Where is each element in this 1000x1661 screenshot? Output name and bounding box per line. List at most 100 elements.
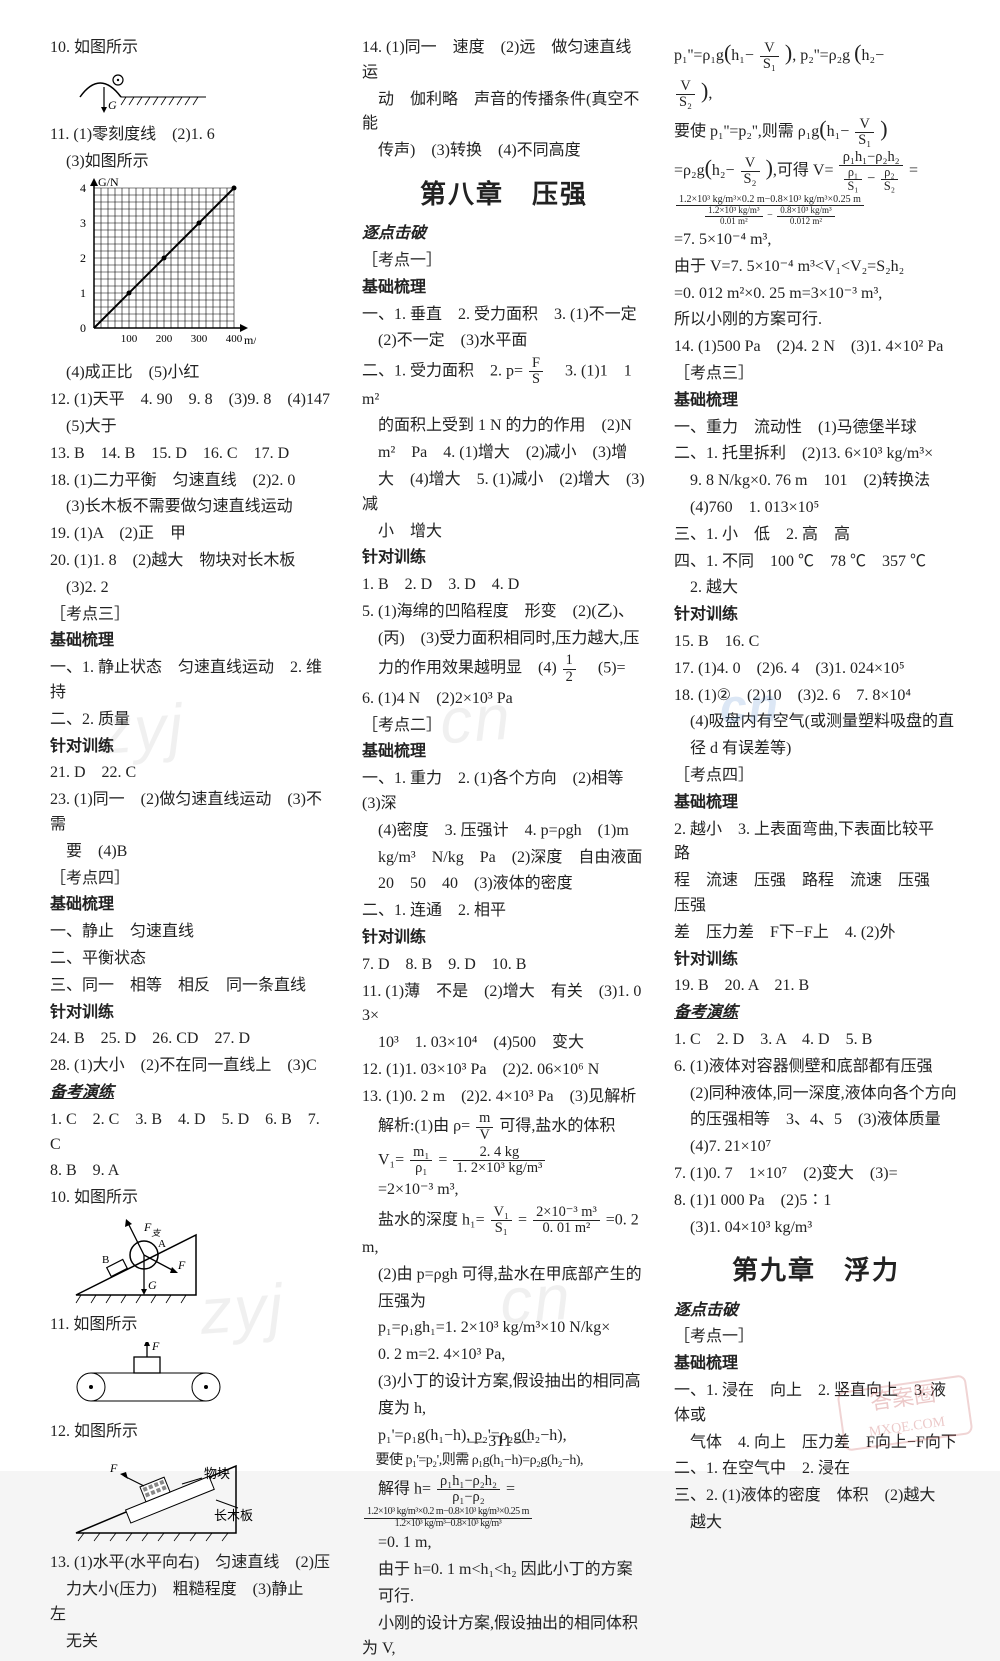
subhead-basic: 基础梳理 bbox=[674, 389, 958, 414]
answer-line: 8. B 9. A bbox=[50, 1159, 334, 1184]
solution-line: =0. 1 m, bbox=[362, 1531, 646, 1556]
answer-line: 1. C 2. C 3. B 4. D 5. D 6. B 7. C bbox=[50, 1108, 334, 1158]
answer-line: 二、1. 受力面积 2. p= FS 3. (1)1 1 m² bbox=[362, 356, 646, 412]
svg-text:200: 200 bbox=[156, 333, 173, 345]
answer-line: (2)同种液体,同一深度,液体向各个方向 bbox=[674, 1082, 958, 1107]
diagram-spring: G bbox=[66, 65, 206, 115]
answer-line: 17. (1)4. 0 (2)6. 4 (3)1. 024×10⁵ bbox=[674, 657, 958, 682]
answer-line: 一、1. 垂直 2. 受力面积 3. (1)不一定 bbox=[362, 303, 646, 328]
answer-line: 7. (1)0. 7 1×10⁷ (2)变大 (3)= bbox=[674, 1162, 958, 1187]
solution-line: 压强为 bbox=[362, 1290, 646, 1315]
answer-line: 力的作用效果越明显 (4) 12 (5)= bbox=[362, 653, 646, 684]
solution-line: 可行. bbox=[362, 1585, 646, 1610]
subhead-basic: 基础梳理 bbox=[362, 740, 646, 765]
subhead-exam: 备考演练 bbox=[50, 1081, 334, 1106]
subhead-basic: 基础梳理 bbox=[362, 276, 646, 301]
svg-text:F: F bbox=[151, 1342, 160, 1353]
solution-line: 0. 2 m=2. 4×10³ Pa, bbox=[362, 1343, 646, 1368]
solution-line: 1.2×10³ kg/m³×0.2 m−0.8×10³ kg/m³×0.25 m… bbox=[674, 195, 958, 226]
answer-line: 1. C 2. D 3. A 4. D 5. B bbox=[674, 1028, 958, 1053]
answer-line: 15. B 16. C bbox=[674, 630, 958, 655]
answer-line: (2)不一定 (3)水平面 bbox=[362, 329, 646, 354]
answer-line: 差 压力差 F下−F上 4. (2)外 bbox=[674, 921, 958, 946]
answer-line: 大 (4)增大 5. (1)减小 (2)增大 (3)减 bbox=[362, 468, 646, 518]
solution-line: 所以小刚的方案可行. bbox=[674, 308, 958, 333]
answer-line: 6. (1)液体对容器侧壁和底部都有压强 bbox=[674, 1055, 958, 1080]
chapter-title: 第九章 浮力 bbox=[674, 1250, 958, 1290]
solution-line: =ρ₂g(h₂− VS₂ ),可得 V= ρ₁h₁−ρ₂h₂ ρ₁S₁ − ρ₂… bbox=[674, 150, 958, 193]
answer-line: m² Pa 4. (1)增大 (2)减小 (3)增 bbox=[362, 441, 646, 466]
answer-line: 5. (1)海绵的凹陷程度 形变 (2)(乙)、 bbox=[362, 600, 646, 625]
answer-line: 一、1. 重力 2. (1)各个方向 (2)相等 (3)深 bbox=[362, 767, 646, 817]
solution-line: =2×10⁻³ m³, bbox=[362, 1178, 646, 1203]
exam-point: ［考点三］ bbox=[674, 362, 958, 387]
solution-line: 解析:(1)由 ρ= mV 可得,盐水的体积 bbox=[362, 1111, 646, 1142]
svg-text:G/N: G/N bbox=[98, 178, 119, 189]
answer-line: 二、平衡状态 bbox=[50, 947, 334, 972]
subhead-practice: 针对训练 bbox=[362, 546, 646, 571]
solution-line: p₁''=ρ₁g(h₁− VS₁ ), p₂''=ρ₂g (h₂− bbox=[674, 36, 958, 72]
solution-line: (3)小丁的设计方案,假设抽出的相同高 bbox=[362, 1370, 646, 1395]
exam-point: ［考点二］ bbox=[362, 714, 646, 739]
column-2: 14. (1)同一 速度 (2)远 做匀速直线运 动 伽利略 声音的传播条件(真… bbox=[362, 36, 646, 1447]
svg-text:F: F bbox=[177, 1258, 186, 1272]
answer-line: 三、1. 小 低 2. 高 高 bbox=[674, 523, 958, 548]
answer-line: 三、同一 相等 相反 同一条直线 bbox=[50, 974, 334, 999]
column-1: 10. 如图所示 G 11. (1)零刻度线 (2)1. 6 (3)如图所示 bbox=[50, 36, 334, 1447]
solution-line: 由于 h=0. 1 m<h₁<h₂ 因此小丁的方案 bbox=[362, 1558, 646, 1583]
svg-text:0: 0 bbox=[80, 321, 86, 335]
answer-line: 12. (1)天平 4. 90 9. 8 (3)9. 8 (4)147 bbox=[50, 388, 334, 413]
answer-line: 11. (1)零刻度线 (2)1. 6 bbox=[50, 123, 334, 148]
answer-line: 径 d 有误差等) bbox=[674, 737, 958, 762]
solution-line: =0. 012 m²×0. 25 m=3×10⁻³ m³, bbox=[674, 282, 958, 307]
answer-line: 2. 越大 bbox=[674, 576, 958, 601]
answer-line: (4)吸盘内有空气(或测量塑料吸盘的直 bbox=[674, 710, 958, 735]
exam-point: ［考点三］ bbox=[50, 603, 334, 628]
answer-line: 程 流速 压强 路程 流速 压强 压强 bbox=[674, 869, 958, 919]
answer-line: 20. (1)1. 8 (2)越大 物块对长木板 bbox=[50, 549, 334, 574]
answer-line: 无关 bbox=[50, 1630, 334, 1655]
answer-line: 12. (1)1. 03×10³ Pa (2)2. 06×10⁶ N bbox=[362, 1058, 646, 1083]
answer-line: 13. B 14. B 15. D 16. C 17. D bbox=[50, 442, 334, 467]
answer-line: 21. D 22. C bbox=[50, 761, 334, 786]
answer-line: 24. B 25. D 26. CD 27. D bbox=[50, 1027, 334, 1052]
answer-line: 11. (1)薄 不是 (2)增大 有关 (3)1. 03× bbox=[362, 980, 646, 1030]
answer-line: (3)2. 2 bbox=[50, 576, 334, 601]
answer-line: 20 50 40 (3)液体的密度 bbox=[362, 872, 646, 897]
answer-line: 10. 如图所示 bbox=[50, 36, 334, 61]
svg-text:300: 300 bbox=[191, 333, 208, 345]
answer-line: (3)长木板不需要做匀速直线运动 bbox=[50, 495, 334, 520]
solution-line: 小刚的设计方案,假设抽出的相同体积为 V, bbox=[362, 1612, 646, 1661]
subhead-practice: 针对训练 bbox=[50, 735, 334, 760]
page-root: 10. 如图所示 G 11. (1)零刻度线 (2)1. 6 (3)如图所示 bbox=[0, 0, 1000, 1471]
exam-point: ［考点一］ bbox=[674, 1325, 958, 1350]
svg-text:物块: 物块 bbox=[204, 1466, 230, 1481]
subhead-practice: 针对训练 bbox=[674, 948, 958, 973]
answer-line: 18. (1)② (2)10 (3)2. 6 7. 8×10⁴ bbox=[674, 684, 958, 709]
subhead-break: 逐点击破 bbox=[362, 222, 646, 247]
answer-line: 13. (1)水平(水平向右) 匀速直线 (2)压 bbox=[50, 1551, 334, 1576]
answer-line: 11. 如图所示 bbox=[50, 1313, 334, 1338]
solution-line: 1.2×10³ kg/m³×0.2 m−0.8×10³ kg/m³×0.25 m… bbox=[362, 1507, 646, 1529]
subhead-basic: 基础梳理 bbox=[674, 1352, 958, 1377]
answer-line: 四、1. 不同 100 ℃ 78 ℃ 357 ℃ bbox=[674, 550, 958, 575]
answer-line: 8. (1)1 000 Pa (2)5∶1 bbox=[674, 1189, 958, 1214]
answer-line: 9. 8 N/kg×0. 76 m 101 (2)转换法 bbox=[674, 469, 958, 494]
svg-text:G: G bbox=[148, 1278, 157, 1292]
solution-line: (2)由 p=ρgh 可得,盐水在甲底部产生的 bbox=[362, 1263, 646, 1288]
answer-line: 动 伽利略 声音的传播条件(真空不能 bbox=[362, 88, 646, 138]
solution-line: 解得 h= ρ₁h₁−ρ₂h₂ρ₁−ρ₂ = bbox=[362, 1474, 646, 1505]
answer-line: (4)成正比 (5)小红 bbox=[50, 361, 334, 386]
chart-g-vs-m: 0 1 2 3 4 100 200 300 400 m/g G/N bbox=[66, 178, 256, 353]
answer-line: 二、1. 连通 2. 相平 bbox=[362, 899, 646, 924]
answer-line: (4)7. 21×10⁷ bbox=[674, 1135, 958, 1160]
answer-line: 传声) (3)转换 (4)不同高度 bbox=[362, 139, 646, 164]
answer-line: 13. (1)0. 2 m (2)2. 4×10³ Pa (3)见解析 bbox=[362, 1085, 646, 1110]
subhead-practice: 针对训练 bbox=[362, 926, 646, 951]
solution-line: 要使 p₁''=p₂'',则需 ρ₁g(h₁− VS₁ ) bbox=[674, 112, 958, 148]
answer-line: 14. (1)同一 速度 (2)远 做匀速直线运 bbox=[362, 36, 646, 86]
diagram-incline-block: F 物块 长木板 bbox=[66, 1448, 266, 1543]
svg-text:A: A bbox=[158, 1238, 166, 1250]
answer-line: 二、1. 在空气中 2. 浸在 bbox=[674, 1457, 958, 1482]
answer-line: (3)1. 04×10³ kg/m³ bbox=[674, 1216, 958, 1241]
